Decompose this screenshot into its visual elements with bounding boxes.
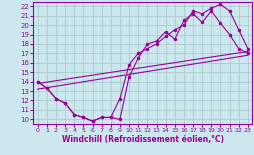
X-axis label: Windchill (Refroidissement éolien,°C): Windchill (Refroidissement éolien,°C) — [61, 135, 223, 144]
